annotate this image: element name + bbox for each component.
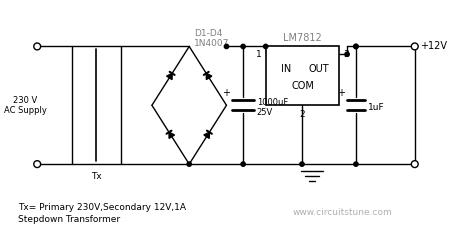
Text: Stepdown Transformer: Stepdown Transformer [18,215,120,224]
Text: 1uF: 1uF [368,103,384,112]
Text: IN: IN [281,64,292,74]
Bar [72,46,120,164]
Text: D1-D4
1N4007: D1-D4 1N4007 [194,29,229,48]
Polygon shape [169,132,174,138]
Text: +: + [222,88,230,98]
Circle shape [354,44,358,49]
Polygon shape [206,73,212,80]
Text: 230 V
AC Supply: 230 V AC Supply [4,96,47,115]
Circle shape [411,43,418,50]
Text: 1: 1 [256,50,262,59]
Circle shape [224,44,228,49]
Circle shape [354,162,358,166]
Text: LM7812: LM7812 [283,33,322,43]
Text: Tx: Tx [91,172,101,181]
Text: 2: 2 [300,110,305,119]
Text: OUT: OUT [308,64,329,74]
Circle shape [354,44,358,49]
Circle shape [34,161,41,168]
Circle shape [187,162,191,166]
Text: www.circuitstune.com: www.circuitstune.com [292,208,392,217]
Circle shape [264,44,268,49]
Circle shape [345,52,349,56]
Circle shape [241,162,246,166]
Circle shape [411,161,418,168]
Text: 1000uF
25V: 1000uF 25V [257,98,288,117]
Text: +: + [337,88,345,98]
Text: +12V: +12V [419,41,447,51]
Bar [266,46,339,105]
Text: Tx= Primary 230V,Secondary 12V,1A: Tx= Primary 230V,Secondary 12V,1A [18,203,186,212]
Polygon shape [204,132,210,138]
Text: 3: 3 [343,50,349,59]
Polygon shape [166,73,172,80]
Text: COM: COM [291,81,314,92]
Circle shape [300,162,304,166]
Circle shape [34,43,41,50]
Circle shape [241,44,246,49]
